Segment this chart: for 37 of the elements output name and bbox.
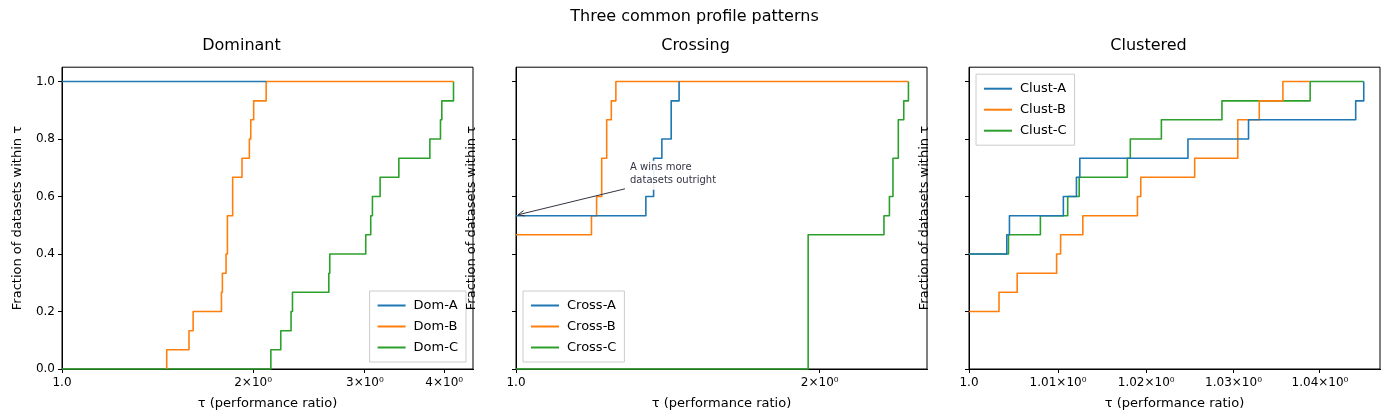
y-axis-title: Fraction of datasets within τ (916, 125, 932, 311)
x-tick-label: 1.0 (52, 375, 72, 390)
legend-label: Clust-C (1020, 122, 1067, 138)
x-axis-title: τ (performance ratio) (197, 394, 338, 410)
x-axis-title: τ (performance ratio) (651, 394, 792, 410)
text: Three common profile patterns (569, 6, 820, 25)
chart-title: Clustered (1110, 34, 1187, 54)
x-tick-label: 1.01×10⁰ (1029, 375, 1087, 390)
legend-label: Cross-A (567, 296, 617, 312)
x-tick-label: 1.0 (506, 375, 526, 390)
legend-label: Cross-B (567, 317, 616, 333)
y-tick-label: 0.6 (35, 188, 55, 203)
chart-title: Crossing (661, 34, 730, 54)
y-tick-label: 1.0 (35, 73, 55, 88)
x-tick-label: 3×10⁰ (346, 375, 384, 390)
y-tick-label: 0.8 (35, 131, 55, 146)
y-tick-label: 0.0 (35, 361, 55, 376)
legend-label: Clust-B (1020, 101, 1066, 117)
legend-label: Dom-C (413, 338, 459, 354)
x-tick-label: 1.03×10⁰ (1205, 375, 1263, 390)
x-axis-title: τ (performance ratio) (1104, 394, 1245, 410)
chart-title: Dominant (202, 34, 281, 54)
x-tick-label: 2×10⁰ (234, 375, 273, 390)
legend-label: Clust-A (1020, 80, 1067, 96)
legend-label: Cross-C (567, 338, 617, 354)
y-axis-title: Fraction of datasets within τ (463, 125, 479, 311)
x-tick-label: 1.04×10⁰ (1291, 375, 1349, 390)
x-tick-label: 1.02×10⁰ (1117, 375, 1175, 390)
x-tick-label: 2×10⁰ (800, 375, 839, 390)
y-axis-title: Fraction of datasets within τ (9, 125, 25, 311)
legend-label: Dom-A (413, 296, 458, 312)
y-tick-label: 0.4 (35, 246, 55, 261)
x-tick-label: 4×10⁰ (425, 375, 464, 390)
x-tick-label: 1.0 (959, 375, 979, 390)
y-tick-label: 0.2 (35, 303, 55, 318)
legend-label: Dom-B (413, 317, 458, 333)
annotation: A wins more datasets outright (630, 161, 717, 186)
